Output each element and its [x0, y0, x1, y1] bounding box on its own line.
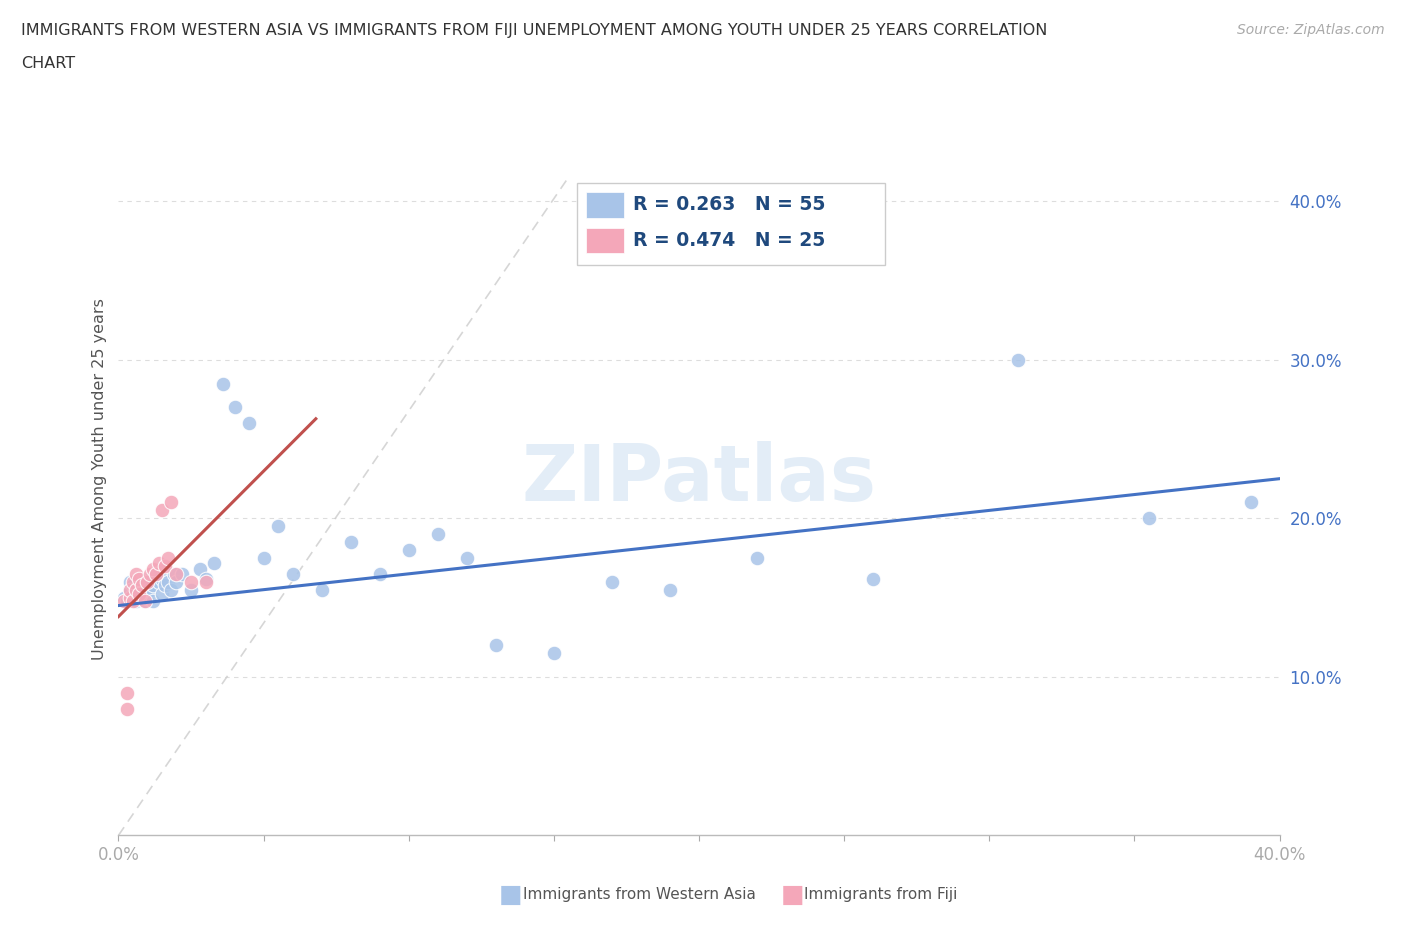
Point: [159, 495, 181, 510]
Point: [131, 575, 153, 590]
Point: [112, 593, 135, 608]
FancyBboxPatch shape: [586, 192, 623, 218]
Point: [122, 593, 145, 608]
Point: [136, 571, 159, 586]
Point: [139, 582, 162, 597]
Point: [188, 562, 211, 577]
Point: [238, 416, 260, 431]
Point: [600, 575, 623, 590]
Point: [128, 591, 150, 605]
Text: R = 0.263   N = 55: R = 0.263 N = 55: [633, 194, 825, 214]
Point: [180, 575, 202, 590]
Point: [118, 582, 141, 597]
Point: [1137, 511, 1160, 525]
Point: [145, 566, 167, 581]
Point: [134, 582, 156, 597]
Point: [166, 566, 188, 581]
Point: [118, 591, 141, 605]
Text: ■: ■: [780, 883, 804, 907]
Point: [426, 526, 449, 541]
Point: [159, 582, 181, 597]
Point: [139, 566, 162, 581]
Point: [139, 571, 162, 586]
Point: [148, 555, 170, 570]
Point: [339, 535, 361, 550]
Point: [162, 566, 184, 581]
Point: [745, 551, 768, 565]
Point: [125, 582, 148, 597]
Point: [145, 566, 167, 581]
Point: [128, 571, 150, 586]
FancyBboxPatch shape: [576, 182, 884, 265]
Point: [131, 585, 153, 600]
Point: [115, 593, 138, 608]
Point: [128, 587, 150, 602]
Point: [125, 582, 148, 597]
Point: [122, 578, 145, 592]
Point: [1239, 495, 1261, 510]
Text: ZIPatlas: ZIPatlas: [522, 441, 876, 517]
Text: Immigrants from Fiji: Immigrants from Fiji: [804, 887, 957, 902]
Point: [156, 575, 179, 590]
Point: [112, 591, 135, 605]
Point: [142, 593, 165, 608]
Point: [281, 566, 304, 581]
Point: [862, 571, 884, 586]
Point: [131, 578, 153, 592]
FancyBboxPatch shape: [586, 228, 623, 253]
Point: [659, 582, 682, 597]
Point: [252, 551, 274, 565]
Point: [202, 555, 225, 570]
Point: [122, 575, 145, 590]
Point: [115, 685, 138, 700]
Point: [125, 593, 148, 608]
Point: [1007, 352, 1029, 367]
Point: [118, 575, 141, 590]
Point: [153, 558, 176, 573]
Point: [368, 566, 391, 581]
Point: [398, 542, 420, 557]
Point: [212, 376, 235, 391]
Point: [128, 578, 150, 592]
Text: R = 0.474   N = 25: R = 0.474 N = 25: [633, 231, 825, 250]
Point: [150, 503, 173, 518]
Point: [311, 582, 333, 597]
Point: [150, 587, 173, 602]
Point: [224, 400, 246, 415]
Point: [118, 582, 141, 597]
Point: [142, 562, 165, 577]
Point: [166, 575, 188, 590]
Point: [150, 571, 173, 586]
Text: CHART: CHART: [21, 56, 75, 71]
Text: Source: ZipAtlas.com: Source: ZipAtlas.com: [1237, 23, 1385, 37]
Text: ■: ■: [499, 883, 523, 907]
Point: [153, 578, 176, 592]
Point: [180, 582, 202, 597]
Point: [142, 578, 165, 592]
Point: [194, 571, 217, 586]
Point: [456, 551, 478, 565]
Text: Immigrants from Western Asia: Immigrants from Western Asia: [523, 887, 756, 902]
Point: [134, 593, 156, 608]
Y-axis label: Unemployment Among Youth under 25 years: Unemployment Among Youth under 25 years: [93, 298, 107, 659]
Point: [136, 575, 159, 590]
Point: [485, 638, 508, 653]
Point: [134, 593, 156, 608]
Point: [136, 591, 159, 605]
Point: [194, 575, 217, 590]
Point: [125, 566, 148, 581]
Point: [543, 645, 565, 660]
Point: [267, 519, 290, 534]
Point: [115, 701, 138, 716]
Point: [156, 551, 179, 565]
Point: [172, 566, 194, 581]
Point: [148, 575, 170, 590]
Point: [122, 587, 145, 602]
Text: IMMIGRANTS FROM WESTERN ASIA VS IMMIGRANTS FROM FIJI UNEMPLOYMENT AMONG YOUTH UN: IMMIGRANTS FROM WESTERN ASIA VS IMMIGRAN…: [21, 23, 1047, 38]
